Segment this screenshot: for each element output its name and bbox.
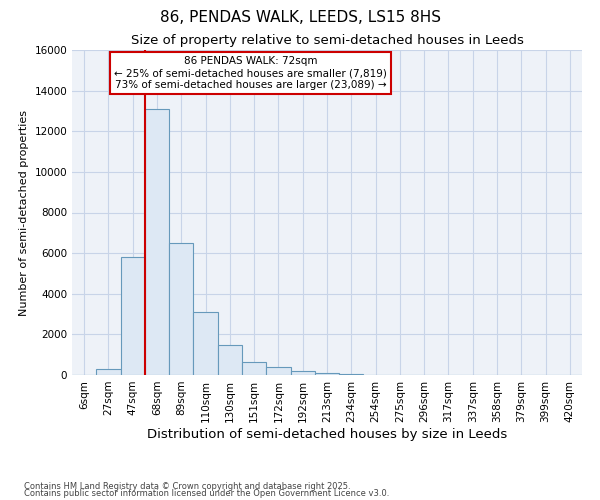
Bar	[96, 369, 121, 375]
Text: 86 PENDAS WALK: 72sqm
← 25% of semi-detached houses are smaller (7,819)
73% of s: 86 PENDAS WALK: 72sqm ← 25% of semi-deta…	[114, 56, 387, 90]
Bar	[121, 257, 145, 375]
X-axis label: Distribution of semi-detached houses by size in Leeds: Distribution of semi-detached houses by …	[147, 428, 507, 440]
Bar	[290, 371, 315, 375]
Text: Contains HM Land Registry data © Crown copyright and database right 2025.: Contains HM Land Registry data © Crown c…	[24, 482, 350, 491]
Bar	[145, 109, 169, 375]
Bar	[266, 367, 290, 375]
Bar	[193, 312, 218, 375]
Bar	[169, 243, 193, 375]
Bar	[315, 373, 339, 375]
Title: Size of property relative to semi-detached houses in Leeds: Size of property relative to semi-detach…	[131, 34, 523, 48]
Bar	[242, 362, 266, 375]
Y-axis label: Number of semi-detached properties: Number of semi-detached properties	[19, 110, 29, 316]
Bar	[339, 374, 364, 375]
Bar	[218, 344, 242, 375]
Text: 86, PENDAS WALK, LEEDS, LS15 8HS: 86, PENDAS WALK, LEEDS, LS15 8HS	[160, 10, 440, 25]
Text: Contains public sector information licensed under the Open Government Licence v3: Contains public sector information licen…	[24, 489, 389, 498]
